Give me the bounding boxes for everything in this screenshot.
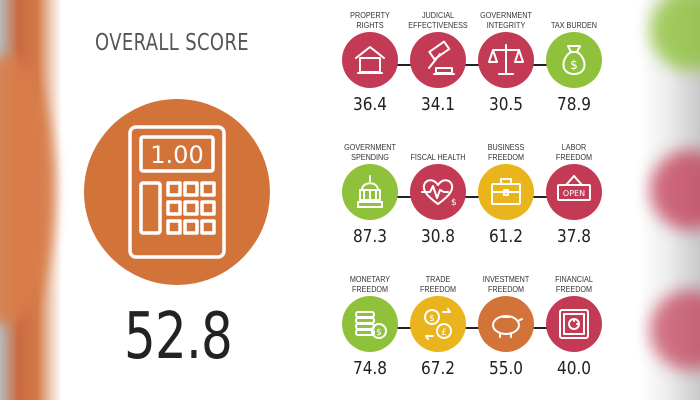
svg-text:$: $: [451, 198, 457, 208]
overall-score-value: 52.8: [124, 300, 233, 374]
indicator-label: BUSINESS FREEDOM: [487, 142, 525, 162]
briefcase-icon: [478, 164, 534, 220]
overall-score-circle: 1.00: [84, 99, 270, 285]
heartbeat-icon: $: [410, 164, 466, 220]
indicator-label: GOVERNMENT SPENDING: [344, 142, 396, 162]
indicator-value: 55.0: [488, 358, 524, 379]
indicator-label: JUDICIAL EFFECTIVENESS: [408, 10, 468, 30]
money-bag-icon: $: [546, 32, 602, 88]
indicator-card: BUSINESS FREEDOM 61.2: [472, 132, 540, 247]
indicator-value: 40.0: [556, 358, 592, 379]
indicator-label: MONETARY FREEDOM: [349, 274, 391, 294]
piggy-bank-icon: [478, 296, 534, 352]
svg-text:$: $: [570, 58, 578, 72]
svg-text:$: $: [376, 328, 382, 338]
indicator-card: FINANCIAL FREEDOM 40.0: [540, 264, 608, 379]
safe-icon: [546, 296, 602, 352]
indicator-card: INVESTMENT FREEDOM 55.0: [472, 264, 540, 379]
indicator-value: 34.1: [420, 94, 456, 115]
indicator-value: 78.9: [556, 94, 592, 115]
indicator-label: TRADE FREEDOM: [419, 274, 457, 294]
calculator-display-text: 1.00: [150, 141, 203, 169]
indicator-value: 87.3: [352, 226, 388, 247]
indicator-label: LABOR FREEDOM: [555, 142, 593, 162]
indicator-value: 30.5: [488, 94, 524, 115]
capitol-icon: [342, 164, 398, 220]
indicator-card: PROPERTY RIGHTS 36.4: [336, 0, 404, 115]
indicator-label: GOVERNMENT INTEGRITY: [480, 10, 532, 30]
scales-icon: [478, 32, 534, 88]
indicator-card: FISCAL HEALTH $30.8: [404, 132, 472, 247]
indicator-label: FISCAL HEALTH: [410, 151, 466, 162]
house-icon: [342, 32, 398, 88]
svg-text:$: $: [429, 314, 435, 324]
indicator-value: 30.8: [420, 226, 456, 247]
indicator-label: TAX BURDEN: [550, 19, 598, 30]
indicator-card: MONETARY FREEDOM $74.8: [336, 264, 404, 379]
calculator-icon: 1.00: [128, 125, 226, 259]
open-sign-icon: OPEN: [546, 164, 602, 220]
indicator-card: TRADE FREEDOM $ £67.2: [404, 264, 472, 379]
blurred-left-edge: [0, 0, 62, 400]
indicator-card: TAX BURDEN $78.9: [540, 0, 608, 115]
indicator-value: 61.2: [488, 226, 524, 247]
indicator-value: 67.2: [420, 358, 456, 379]
indicator-label: FINANCIAL FREEDOM: [555, 274, 593, 294]
open-sign-text: OPEN: [563, 189, 585, 198]
indicator-value: 37.8: [556, 226, 592, 247]
indicator-value: 36.4: [352, 94, 388, 115]
svg-text:£: £: [441, 328, 447, 338]
indicator-card: GOVERNMENT INTEGRITY 30.5: [472, 0, 540, 115]
coins-icon: $: [342, 296, 398, 352]
indicator-label: INVESTMENT FREEDOM: [482, 274, 530, 294]
indicator-card: JUDICIAL EFFECTIVENESS 34.1: [404, 0, 472, 115]
currency-exchange-icon: $ £: [410, 296, 466, 352]
blurred-right-edge: [638, 0, 700, 400]
indicator-label: PROPERTY RIGHTS: [350, 10, 390, 30]
gavel-icon: [410, 32, 466, 88]
indicator-card: GOVERNMENT SPENDING 87.3: [336, 132, 404, 247]
indicator-card: LABOR FREEDOM OPEN 37.8: [540, 132, 608, 247]
indicator-grid: PROPERTY RIGHTS 36.4 JUDICIAL EFFECTIVENES…: [336, 0, 626, 400]
overall-score-title: OVERALL SCORE: [95, 30, 250, 56]
indicator-value: 74.8: [352, 358, 388, 379]
